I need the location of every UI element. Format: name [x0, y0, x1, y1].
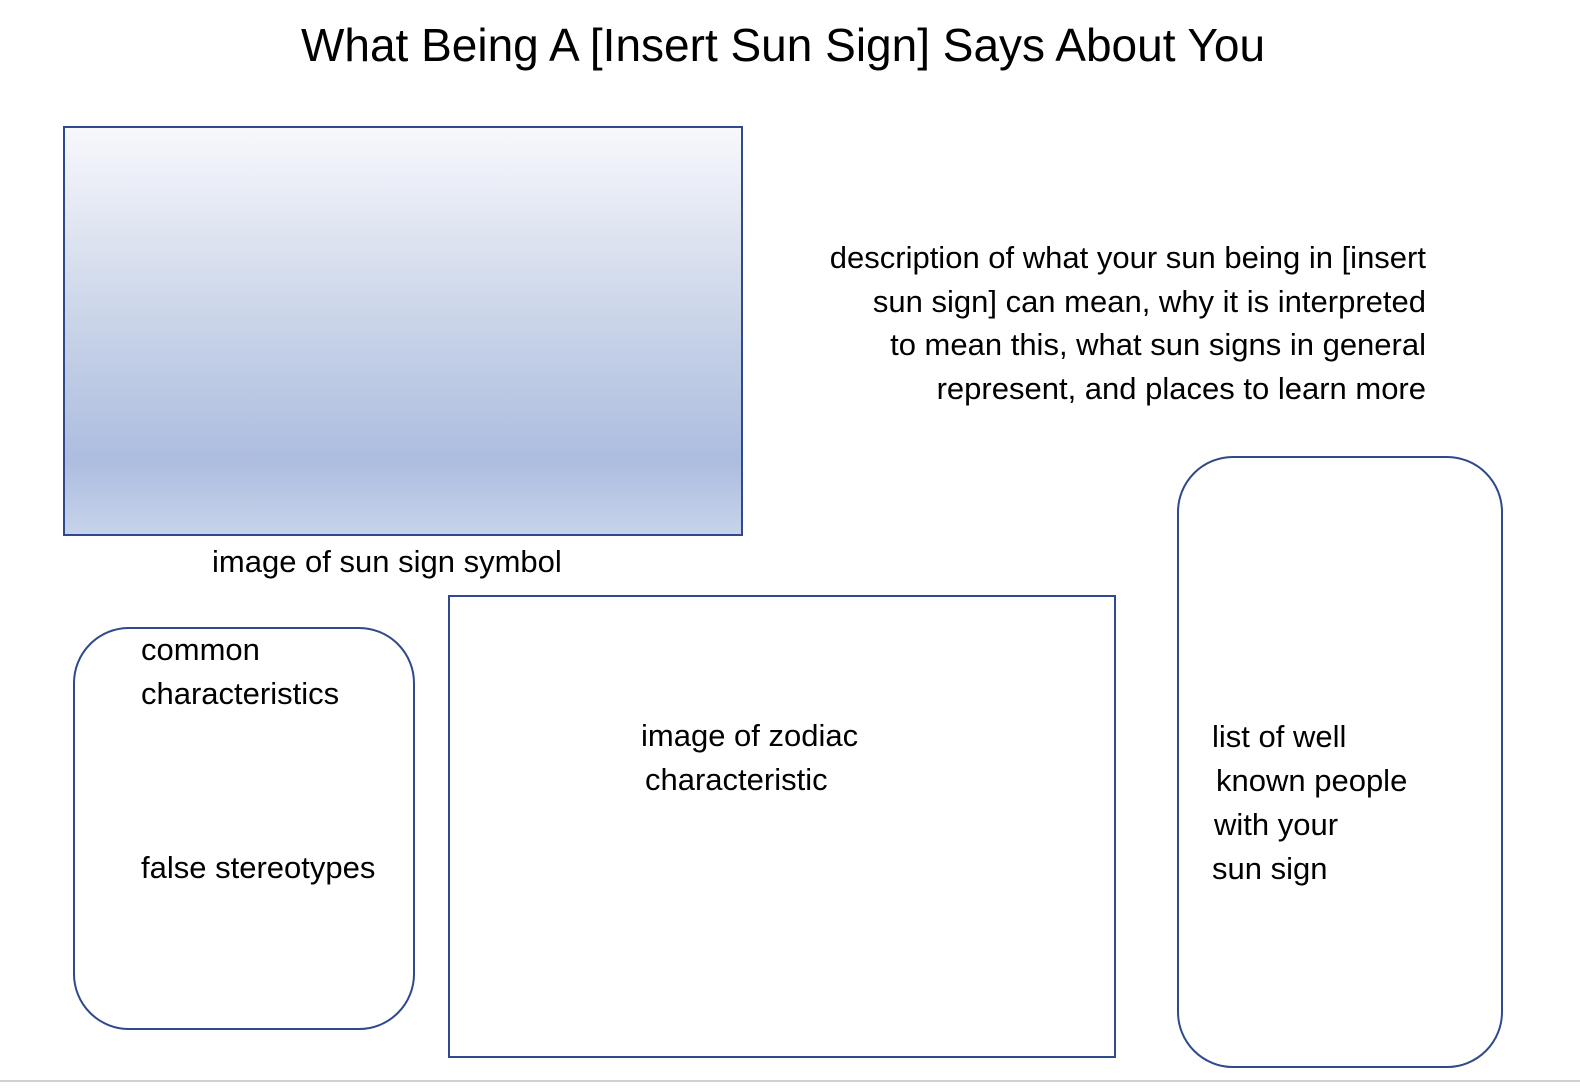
- page-title: What Being A [Insert Sun Sign] Says Abou…: [300, 19, 1266, 71]
- zodiac-line: characteristic: [645, 762, 828, 797]
- well-known-people-label: list of well known people with your sun …: [1212, 715, 1407, 891]
- sun-sign-symbol-caption: image of sun sign symbol: [212, 544, 562, 579]
- description-line: represent, and places to learn more: [936, 370, 1426, 406]
- well-known-people-box: [1177, 456, 1503, 1068]
- people-line: known people: [1216, 763, 1408, 798]
- characteristics-line: characteristics: [141, 676, 340, 711]
- people-line: list of well: [1212, 719, 1347, 754]
- characteristics-box: [73, 627, 415, 1030]
- zodiac-characteristic-label: image of zodiac characteristic: [641, 714, 858, 802]
- people-line: with your: [1214, 807, 1339, 842]
- characteristics-line: common: [141, 632, 260, 667]
- description-text: description of what your sun being in [i…: [740, 236, 1426, 410]
- false-stereotypes-label: false stereotypes: [141, 850, 376, 885]
- zodiac-line: image of zodiac: [641, 718, 859, 753]
- description-line: description of what your sun being in [i…: [829, 240, 1426, 275]
- common-characteristics-label: common characteristics: [141, 628, 339, 716]
- people-line: sun sign: [1212, 851, 1328, 886]
- description-line: sun sign] can mean, why it is interprete…: [872, 283, 1426, 319]
- sun-sign-symbol-image-placeholder: [63, 126, 743, 536]
- description-line: to mean this, what sun signs in general: [890, 327, 1426, 362]
- page-bottom-border: [0, 1080, 1580, 1082]
- zodiac-characteristic-image-placeholder: [448, 595, 1116, 1058]
